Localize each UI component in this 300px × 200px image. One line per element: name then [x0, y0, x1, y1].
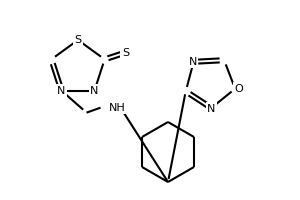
Text: N: N	[90, 86, 99, 96]
Text: S: S	[122, 48, 129, 58]
Text: O: O	[235, 84, 244, 94]
Text: N: N	[207, 104, 215, 114]
Text: N: N	[57, 86, 66, 96]
Text: NH: NH	[109, 103, 125, 113]
Text: N: N	[188, 57, 197, 67]
Text: S: S	[74, 35, 82, 45]
